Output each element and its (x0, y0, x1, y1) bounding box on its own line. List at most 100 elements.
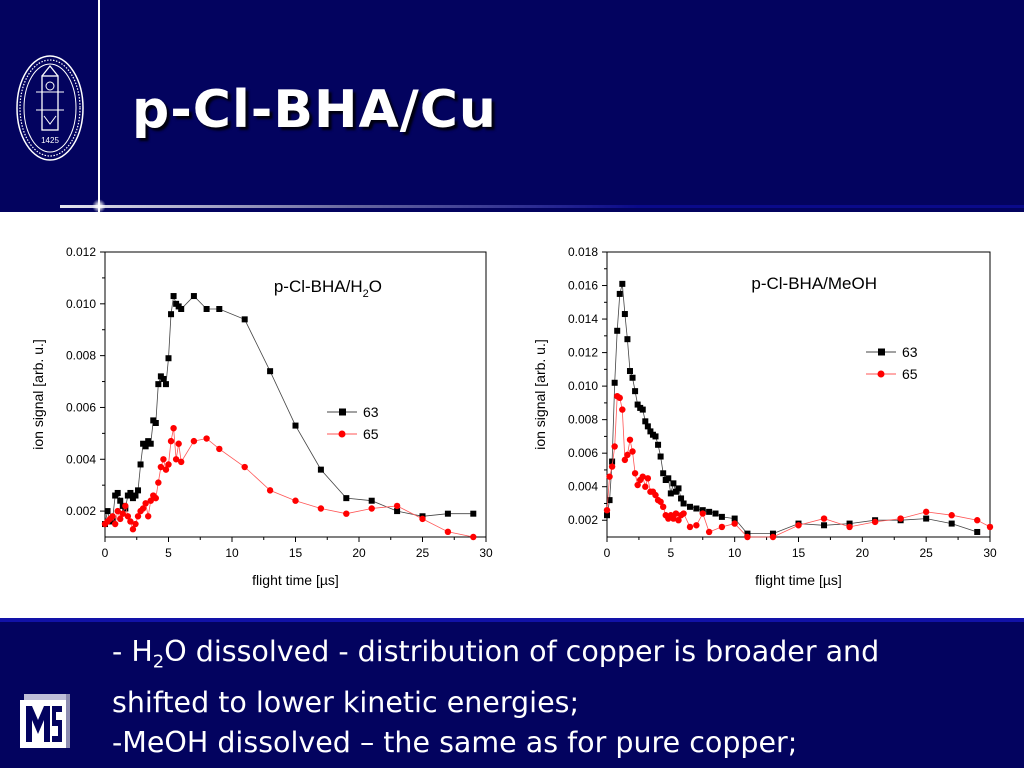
series-65-point (292, 497, 299, 504)
series-63-point (948, 520, 955, 527)
series-65-point (639, 473, 646, 480)
series-63-point (675, 485, 682, 492)
series-63-point (127, 489, 134, 496)
y-tick-label: 0.016 (568, 279, 598, 293)
y-tick-label: 0.014 (568, 312, 598, 326)
seal-year: 1425 (41, 136, 59, 145)
series-65-point (672, 510, 680, 517)
x-axis-label: flight time [µs] (755, 572, 842, 588)
series-65-point (241, 463, 248, 471)
y-tick-label: 0.010 (66, 297, 96, 311)
series-63-point (712, 510, 719, 517)
series-63-point (655, 441, 662, 448)
series-65-point (693, 522, 700, 529)
series-65-point (139, 505, 147, 512)
series-63-point (670, 480, 677, 487)
series-65-point (659, 503, 667, 511)
series-65-point (368, 505, 375, 512)
series-63-point (368, 497, 375, 504)
series-65-point (621, 456, 629, 464)
series-65-point (170, 424, 177, 432)
series-65-point (626, 436, 634, 443)
series-63-point (614, 327, 621, 334)
series-65-point (167, 437, 175, 445)
series-65-point (119, 510, 126, 517)
x-tick-label: 10 (225, 546, 239, 560)
series-63-point (621, 311, 628, 318)
series-63-line (104, 295, 474, 525)
series-63-point (634, 401, 641, 408)
series-65-point (152, 494, 159, 502)
series-65-point (606, 473, 613, 480)
series-63-point (609, 458, 616, 465)
y-axis-label: ion signal [arb. u.] (532, 339, 548, 450)
series-65-point (266, 487, 274, 494)
legend-marker-63 (878, 348, 885, 356)
x-tick-label: 30 (479, 546, 493, 560)
summary-line-2: shifted to lower kinetic energies; (112, 685, 580, 719)
series-63-point (394, 508, 401, 515)
series-63-point (665, 475, 672, 482)
series-65-point (178, 458, 185, 466)
legend-marker-65 (877, 370, 885, 378)
y-tick-label: 0.012 (66, 245, 96, 259)
series-65-point (608, 463, 616, 470)
series-63-point (142, 443, 149, 450)
series-65-point (122, 502, 129, 510)
series-63-point (632, 388, 639, 395)
series-65-point (419, 515, 426, 523)
series-63-point (267, 368, 274, 375)
charts-area: 0 5 10 15 20 25 300.0020.0040.0060.0080.0100.0… (30, 245, 997, 588)
legend-label-63: 63 (902, 344, 918, 360)
series-63-point (470, 510, 477, 517)
series-65-point (155, 479, 162, 486)
series-63-point (699, 507, 706, 514)
series-65-point (343, 510, 350, 517)
series-63-point (686, 503, 693, 510)
x-tick-label: 25 (919, 546, 933, 560)
y-axis-label: ion signal [arb. u.] (30, 339, 46, 450)
series-65-point (109, 513, 116, 520)
series-65-point (871, 518, 879, 526)
x-tick-label: 5 (165, 546, 172, 560)
series-65-point (127, 518, 134, 525)
x-tick-label: 15 (792, 546, 806, 560)
x-tick-label: 0 (604, 546, 611, 560)
series-65-point (705, 528, 713, 536)
series-63-point (104, 508, 111, 515)
series-65-point (611, 443, 618, 450)
header-vertical-divider (98, 0, 100, 212)
summary-line-1-subscript: 2 (152, 651, 165, 673)
x-tick-label: 15 (289, 546, 303, 560)
series-65-point (175, 440, 182, 447)
chart-title: p-Cl-BHA/MeOH (751, 274, 877, 293)
series-65-point (157, 463, 165, 471)
series-63-point (652, 433, 659, 440)
summary-line-1-suffix: O dissolved - distribution of copper is … (164, 635, 880, 668)
x-tick-label: 30 (983, 546, 997, 560)
y-tick-label: 0.006 (568, 446, 598, 460)
series-65-point (699, 510, 706, 517)
series-65-point (680, 510, 687, 517)
series-65-point (642, 483, 649, 490)
series-65-point (948, 512, 955, 519)
series-65-point (744, 533, 751, 541)
series-65-point (203, 435, 210, 442)
y-tick-label: 0.008 (66, 349, 96, 363)
y-tick-label: 0.010 (568, 379, 598, 393)
series-63-point (152, 420, 159, 426)
series-63-point (642, 418, 649, 425)
series-63-point (647, 428, 654, 435)
series-65-point (216, 445, 223, 453)
series-63-point (241, 316, 248, 323)
series-63-point (660, 470, 667, 477)
series-65-point (111, 520, 119, 528)
series-65-point (165, 461, 172, 468)
series-65-point (686, 523, 694, 531)
series-65-point (631, 470, 639, 477)
y-tick-label: 0.004 (66, 452, 96, 466)
series-63-point (680, 500, 687, 507)
series-65-point (162, 466, 170, 473)
x-tick-label: 20 (856, 546, 870, 560)
series-65-point (134, 513, 142, 520)
